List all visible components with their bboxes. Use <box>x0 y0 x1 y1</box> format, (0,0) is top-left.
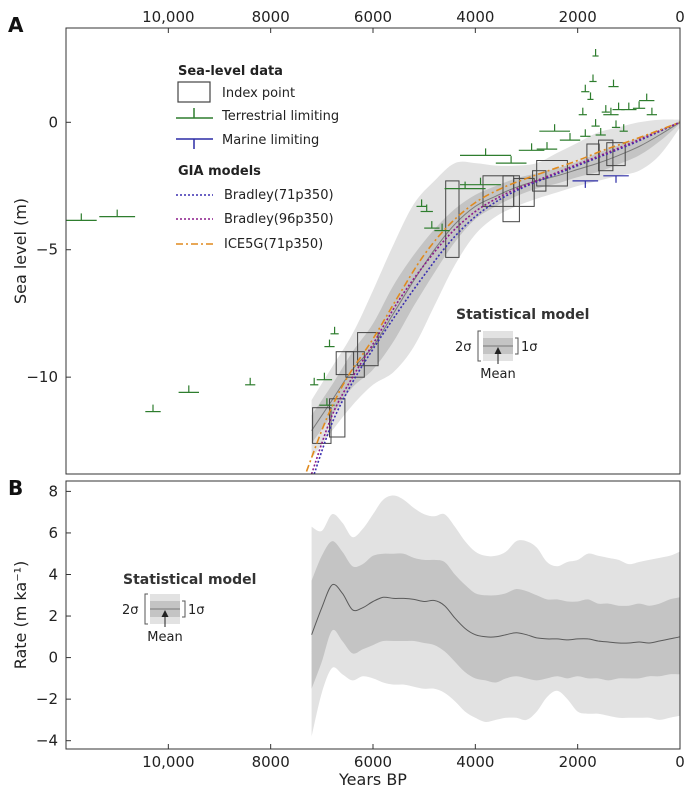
legend-data-heading: Sea-level data <box>178 64 283 79</box>
stat-legend-a-heading: Statistical model <box>456 307 589 323</box>
b-x-tick-label: 2000 <box>559 753 597 771</box>
a-x-tick-label-top: 2000 <box>559 8 597 26</box>
a-x-tick-label-top: 8000 <box>252 8 290 26</box>
b-y-ticks-group: 8 6 4 2 0 −2 −4 <box>36 482 71 750</box>
a-x-ticks-group: 10,000 8000 6000 4000 2000 0 <box>142 8 684 33</box>
a-y-tick-label: −10 <box>26 368 58 386</box>
a-x-tick-label-top: 6000 <box>354 8 392 26</box>
b-y-tick-label: 0 <box>48 649 58 667</box>
a-marine-group <box>572 175 629 188</box>
a-mean-line <box>311 121 681 431</box>
b-y-tick-label: −4 <box>36 732 58 750</box>
a-terrestrial-group <box>66 49 657 413</box>
legend-model3-label: ICE5G(71p350) <box>224 237 323 252</box>
a-plot-frame <box>65 27 681 475</box>
a-y-tick-label: −5 <box>36 241 58 259</box>
b-x-tick-label: 0 <box>675 753 684 771</box>
legend-terrestrial-label: Terrestrial limiting <box>221 109 339 124</box>
panel-a-label: A <box>8 13 24 37</box>
stat-legend-b-1sigma-bracket <box>182 600 186 618</box>
legend-model1-label: Bradley(71p350) <box>224 188 334 203</box>
b-1sigma-band <box>311 541 680 689</box>
b-x-tick-label: 10,000 <box>142 753 195 771</box>
stat-legend-a-2sigma-label: 2σ <box>455 340 472 355</box>
panel-b: 8 6 4 2 0 −2 −4 10,000 8000 6000 4000 2000 0 B Rate… <box>8 476 684 789</box>
stat-legend-b-2sigma-bracket <box>144 593 148 625</box>
index-point-box <box>502 175 520 223</box>
a-mean-line-group <box>311 121 681 431</box>
stat-legend-b-mean-label: Mean <box>147 630 182 645</box>
b-mean-line-group <box>311 583 681 644</box>
legend-marine-label: Marine limiting <box>222 133 319 148</box>
stat-legend-a-1sigma-bracket <box>515 337 519 355</box>
b-mean-line <box>311 583 681 644</box>
stat-legend-b-heading: Statistical model <box>123 572 256 588</box>
b-x-tick-label: 6000 <box>354 753 392 771</box>
a-gia-models-group <box>305 121 681 475</box>
model-ice5g-71p350-line <box>305 121 681 472</box>
b-y-axis-label: Rate (m ka⁻¹) <box>11 561 30 670</box>
model-bradley-96p350-line <box>310 121 681 475</box>
a-x-tick-label-top: 4000 <box>456 8 494 26</box>
index-point-box <box>335 351 355 376</box>
b-y-tick-label: −2 <box>36 690 58 708</box>
stat-legend-a-2sigma-bracket <box>477 330 481 362</box>
panel-a: 0 −5 −10 10,000 8000 6000 4000 2000 0 A Sea lev… <box>8 8 684 475</box>
stat-legend-b-2sigma-label: 2σ <box>122 603 139 618</box>
a-2sigma-band <box>311 119 680 459</box>
stat-legend-a-mean-label: Mean <box>480 367 515 382</box>
legend-index-box <box>177 81 211 103</box>
a-y-tick-label: 0 <box>48 113 58 131</box>
a-x-tick-label-top: 0 <box>675 8 684 26</box>
x-axis-label: Years BP <box>338 770 407 789</box>
stat-legend-b-1sigma-label: 1σ <box>188 603 205 618</box>
stat-legend-a: Statistical model 2σ 1σ Mean <box>455 307 589 382</box>
b-y-tick-label: 6 <box>48 524 58 542</box>
a-index-points-group <box>312 139 626 444</box>
b-x-tick-label: 4000 <box>456 753 494 771</box>
b-x-tick-label: 8000 <box>252 753 290 771</box>
index-point-box <box>536 160 568 187</box>
legend-gia-heading: GIA models <box>178 164 261 179</box>
index-point-box <box>532 170 547 192</box>
b-y-tick-label: 8 <box>48 482 58 500</box>
a-2sigma-band-group <box>311 119 680 459</box>
index-point-box <box>329 398 346 438</box>
stat-legend-b: Statistical model 2σ 1σ Mean <box>122 572 256 645</box>
b-x-ticks-group: 10,000 8000 6000 4000 2000 0 <box>142 744 684 771</box>
index-point-box <box>357 332 379 367</box>
stat-legend-a-1sigma-label: 1σ <box>521 340 538 355</box>
a-y-ticks-group: 0 −5 −10 <box>26 113 71 386</box>
b-1sigma-band-group <box>311 541 680 689</box>
stat-legend-a-arrow-head <box>494 347 502 354</box>
stat-legend-b-arrow-head <box>161 610 169 617</box>
a-x-tick-label-top: 10,000 <box>142 8 195 26</box>
panel-b-label: B <box>8 476 23 500</box>
index-point-box <box>586 143 600 176</box>
b-y-tick-label: 4 <box>48 565 58 583</box>
index-point-box <box>445 180 460 258</box>
legend-index-label: Index point <box>222 86 295 101</box>
legend-a: Sea-level data Index point Terrestrial l… <box>176 64 339 252</box>
b-y-tick-label: 2 <box>48 607 58 625</box>
a-y-axis-label: Sea level (m) <box>11 198 30 304</box>
legend-model2-label: Bradley(96p350) <box>224 212 334 227</box>
